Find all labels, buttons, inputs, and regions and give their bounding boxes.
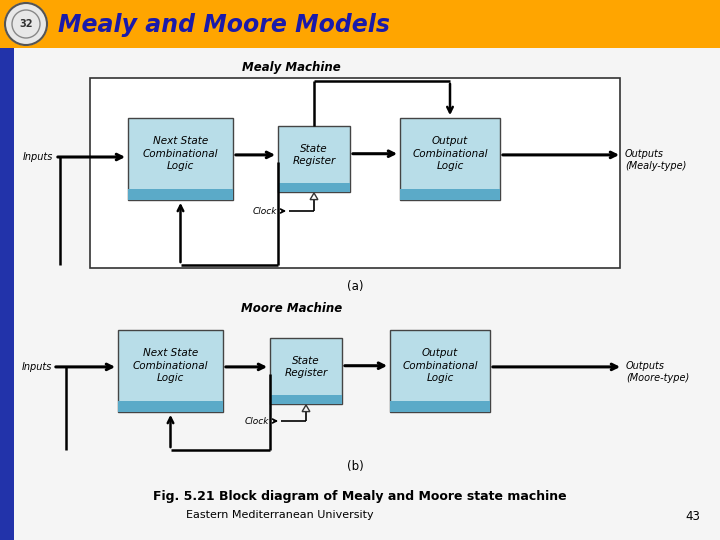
Text: Inputs: Inputs [22,362,52,372]
Text: 32: 32 [19,19,32,29]
Text: Moore Machine: Moore Machine [240,302,342,315]
Text: Clock: Clock [253,206,277,215]
Text: Outputs
(Moore-type): Outputs (Moore-type) [626,361,689,383]
Bar [400,190,500,200]
Text: Next State
Combinational
Logic: Next State Combinational Logic [143,136,218,171]
Text: Clock: Clock [245,416,269,426]
Text: (b): (b) [346,460,364,473]
Text: (a): (a) [347,280,364,293]
Bar [278,184,350,192]
Bar [128,118,233,200]
Text: Next State
Combinational
Logic: Next State Combinational Logic [132,348,208,383]
Bar [128,190,233,200]
Bar [390,330,490,412]
Text: Output
Combinational
Logic: Output Combinational Logic [413,136,487,171]
Bar [390,401,490,412]
Text: 43: 43 [685,510,700,523]
Text: Outputs
(Mealy-type): Outputs (Mealy-type) [625,149,686,171]
Bar [270,338,342,404]
Bar [278,126,350,192]
Text: Mealy and Moore Models: Mealy and Moore Models [58,13,390,37]
Bar [90,78,620,268]
Text: State
Register: State Register [292,144,336,166]
Bar [118,401,223,412]
Bar [118,330,223,412]
Circle shape [5,3,47,45]
Bar [0,48,14,540]
Text: Eastern Mediterranean University: Eastern Mediterranean University [186,510,374,520]
Bar [400,118,500,200]
Bar [0,0,720,48]
Bar [270,395,342,404]
Text: Mealy Machine: Mealy Machine [242,61,341,74]
Text: Output
Combinational
Logic: Output Combinational Logic [402,348,478,383]
Text: Fig. 5.21 Block diagram of Mealy and Moore state machine: Fig. 5.21 Block diagram of Mealy and Moo… [153,490,567,503]
Text: Inputs: Inputs [22,152,53,162]
Text: State
Register: State Register [284,355,328,378]
